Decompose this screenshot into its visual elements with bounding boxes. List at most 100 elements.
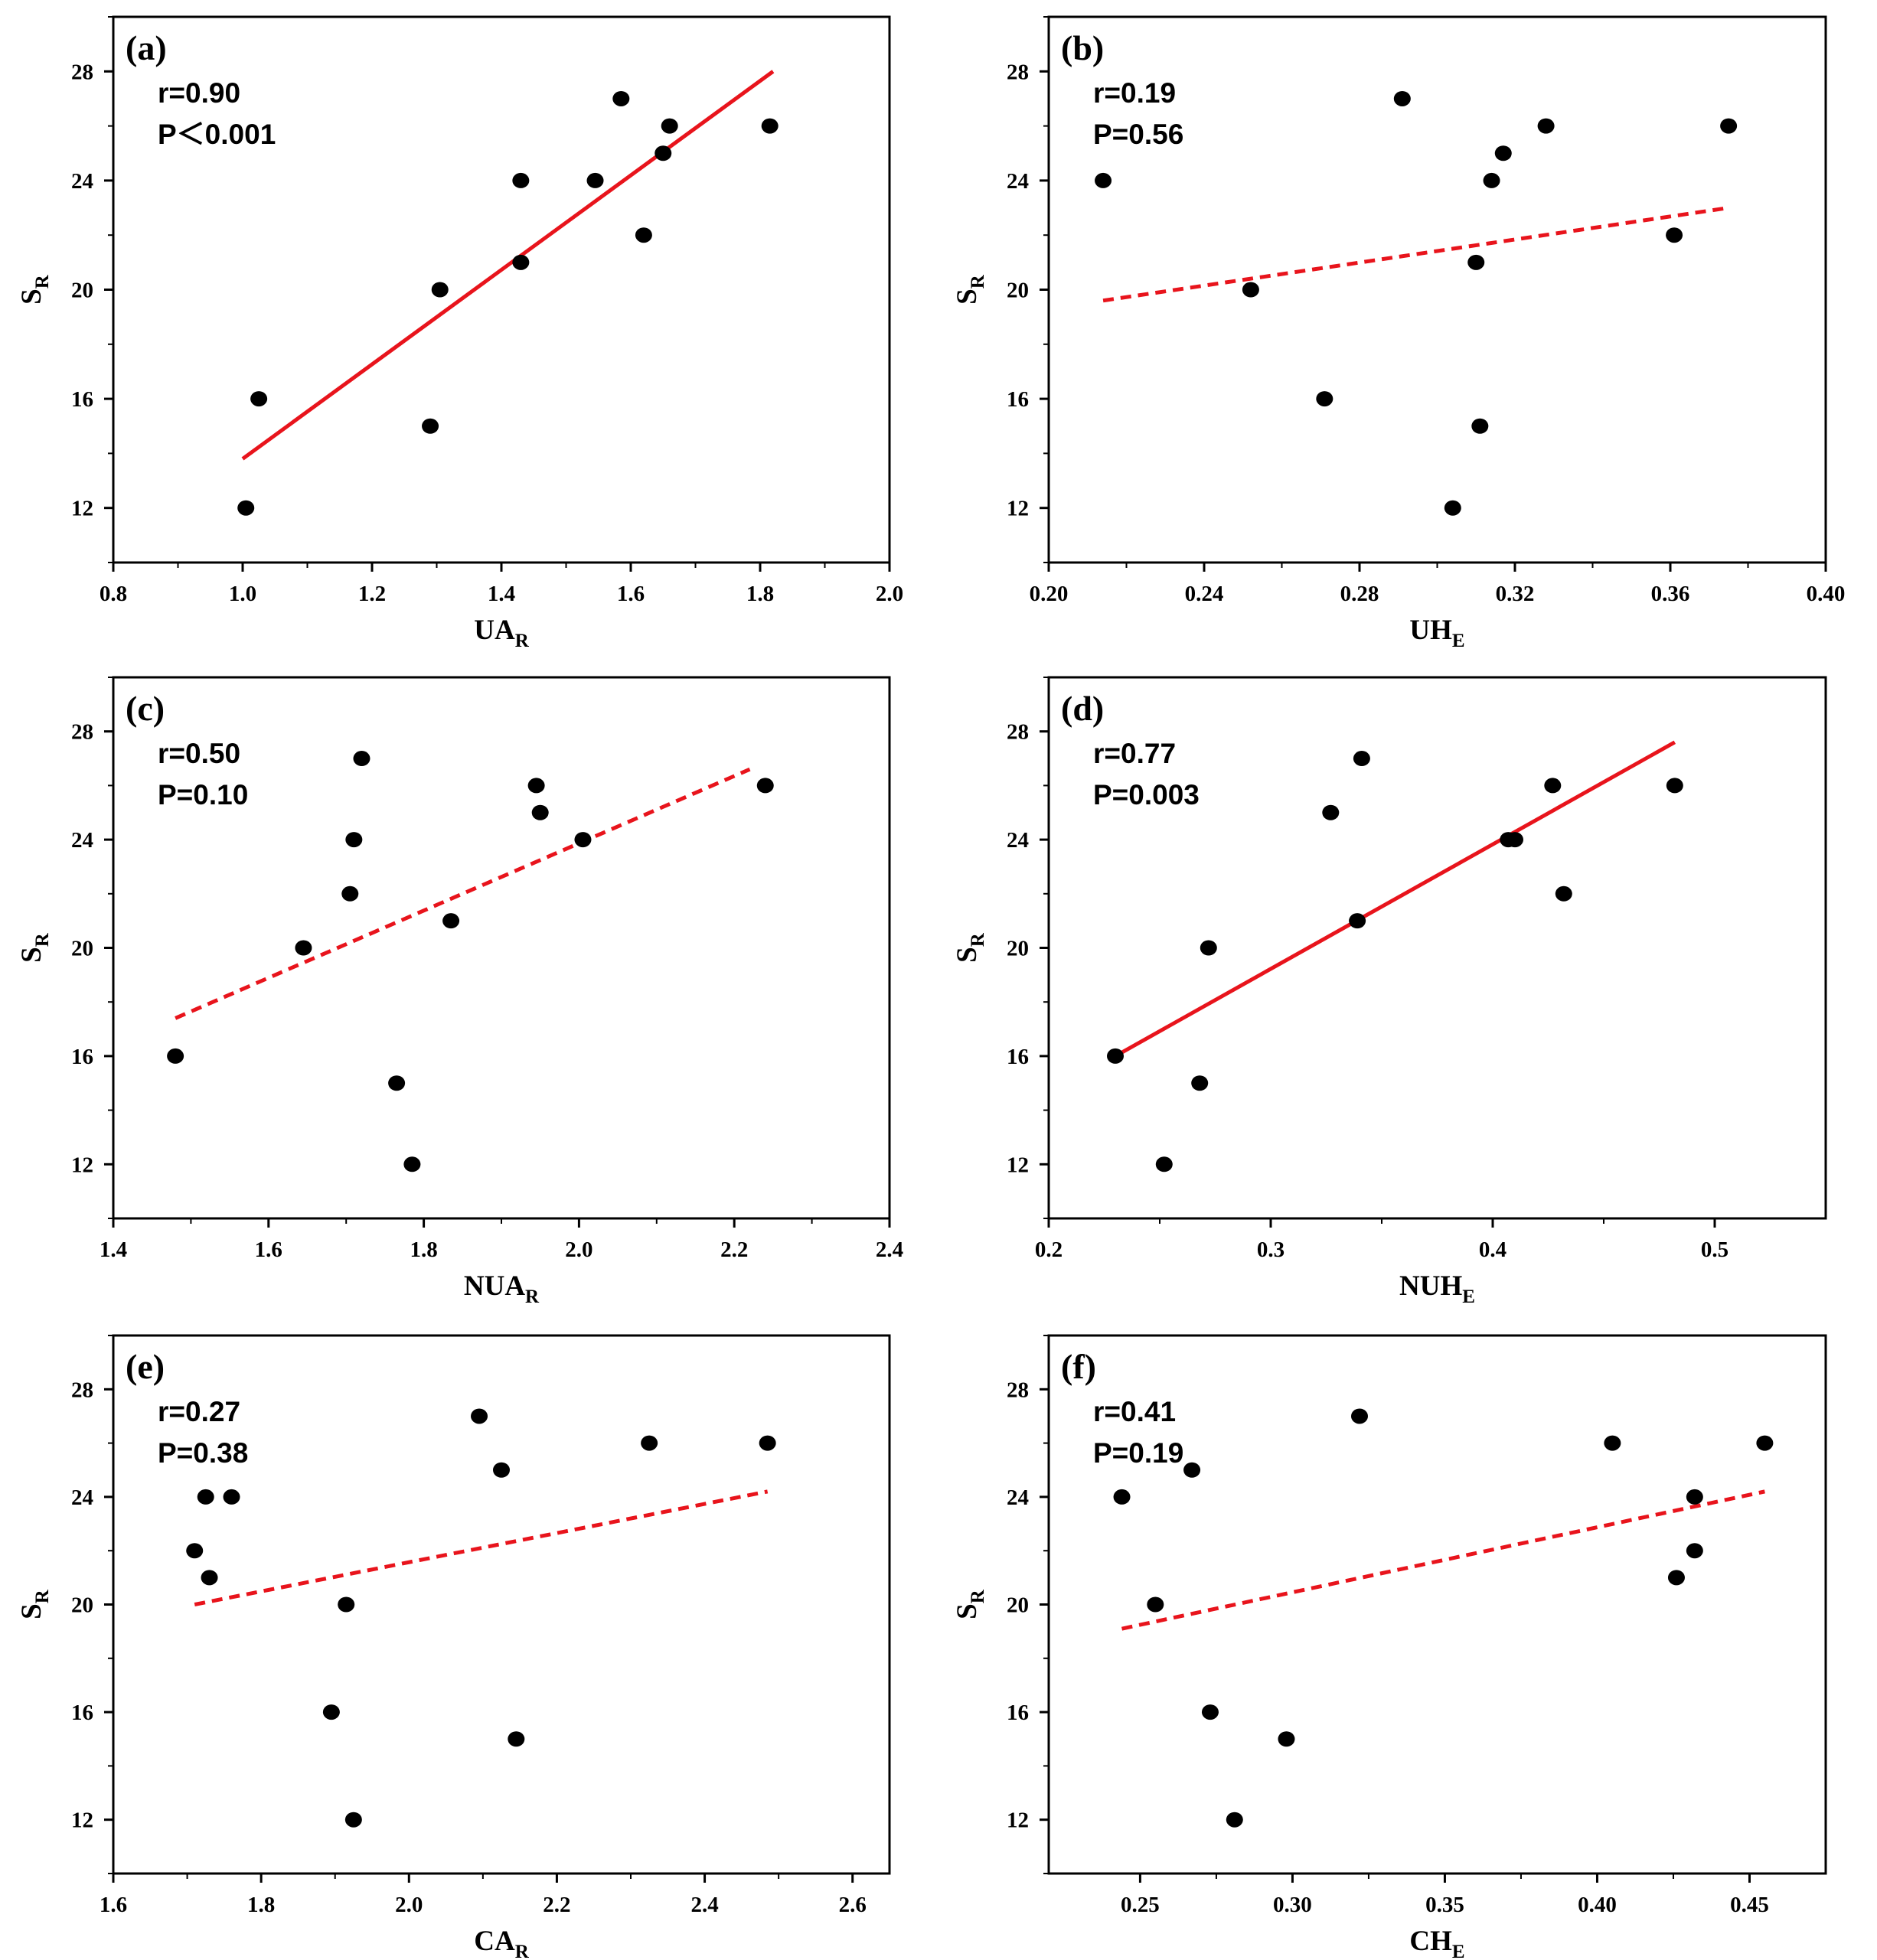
y-tick-label: 24 (1007, 169, 1029, 194)
y-tick-label: 16 (1007, 387, 1029, 412)
data-point (1686, 1543, 1703, 1559)
y-tick-label: 20 (1007, 937, 1029, 961)
fit-line (1121, 1489, 1765, 1631)
x-tick-label: 0.4 (1479, 1238, 1506, 1262)
y-tick-label: 20 (1007, 279, 1029, 303)
y-axis-title: SR (952, 1589, 988, 1619)
y-axis-title: SR (16, 1589, 53, 1619)
data-point (1242, 282, 1259, 298)
data-point (512, 172, 530, 188)
y-tick-label: 28 (71, 60, 93, 84)
y-axis-title: SR (952, 274, 988, 305)
data-point (250, 391, 268, 407)
x-tick-label: 1.6 (617, 582, 645, 606)
y-tick-label: 12 (71, 1808, 93, 1833)
data-point (388, 1075, 406, 1091)
data-point (295, 940, 312, 956)
x-tick-label: 0.5 (1701, 1238, 1728, 1262)
x-tick-label: 0.40 (1807, 582, 1846, 606)
data-point (531, 804, 549, 820)
y-tick-label: 20 (71, 279, 93, 303)
fit-line (175, 767, 751, 1020)
data-point (574, 832, 592, 848)
x-tick-label: 0.2 (1035, 1238, 1063, 1262)
x-axis-title: UHE (1409, 615, 1464, 651)
y-axis-title: SR (16, 932, 53, 963)
data-point (1113, 1489, 1131, 1505)
x-tick-label: 0.8 (100, 582, 127, 606)
data-point (353, 751, 371, 767)
data-point (1147, 1596, 1164, 1613)
x-tick-label: 0.32 (1496, 582, 1535, 606)
panel-d: 0.2 0.3 0.4 0.5 12 16 20 24 28 (d) r=0.77 P=0.003 NU… (952, 676, 1827, 1307)
data-point (1471, 418, 1489, 434)
data-point (1316, 391, 1333, 407)
data-point (661, 118, 678, 134)
data-point (186, 1543, 204, 1559)
x-tick-label: 1.0 (229, 582, 256, 606)
data-point (167, 1048, 184, 1064)
data-point (527, 778, 545, 794)
data-point (223, 1489, 240, 1505)
data-point (431, 282, 449, 298)
x-tick-label: 1.4 (488, 582, 515, 606)
x-tick-label: 0.3 (1257, 1238, 1285, 1262)
data-point (1183, 1462, 1201, 1478)
panel-e: 1.6 1.8 2.0 2.2 2.4 2.6 12 16 20 24 28 (e) r=0.27 P=0… (16, 1334, 891, 1960)
x-tick-label: 2.0 (876, 582, 903, 606)
y-tick-label: 20 (71, 1593, 93, 1618)
y-tick-label: 28 (1007, 1378, 1029, 1402)
x-tick-label: 1.6 (255, 1238, 282, 1262)
data-point (403, 1156, 421, 1172)
data-point (1444, 500, 1461, 516)
panel-label: (b) (1061, 28, 1104, 67)
x-axis-title: CHE (1409, 1926, 1464, 1960)
data-point (1666, 778, 1683, 794)
y-tick-label: 12 (71, 1153, 93, 1177)
y-tick-label: 16 (71, 1045, 93, 1069)
r-value: r=0.77 (1093, 738, 1176, 769)
y-tick-label: 28 (71, 1378, 93, 1402)
x-tick-label: 1.4 (100, 1238, 127, 1262)
data-point (1353, 751, 1370, 767)
y-tick-label: 24 (1007, 828, 1029, 853)
data-point (635, 227, 652, 243)
y-tick-label: 16 (1007, 1045, 1029, 1069)
y-tick-label: 12 (71, 497, 93, 521)
fit-line (241, 70, 775, 461)
fit-line (1114, 740, 1676, 1058)
data-point (1494, 145, 1512, 161)
panel-label: (e) (126, 1347, 165, 1386)
y-tick-label: 16 (71, 1701, 93, 1725)
data-point (338, 1596, 355, 1613)
p-value: P=0.38 (158, 1437, 248, 1469)
x-axis-title: NUAR (464, 1270, 540, 1307)
r-value: r=0.50 (158, 738, 240, 769)
data-point (322, 1704, 340, 1720)
data-point (1226, 1812, 1243, 1828)
y-tick-label: 28 (71, 720, 93, 745)
x-tick-label: 2.2 (720, 1238, 748, 1262)
data-point (471, 1408, 488, 1424)
y-tick-label: 24 (71, 1485, 93, 1510)
data-point (1667, 1570, 1685, 1586)
y-tick-label: 24 (71, 828, 93, 853)
r-value: r=0.19 (1093, 77, 1176, 109)
r-value: r=0.41 (1093, 1396, 1176, 1427)
data-point (1537, 118, 1555, 134)
data-point (1349, 913, 1366, 929)
data-point (237, 500, 255, 516)
p-value: P=0.19 (1093, 1437, 1183, 1469)
r-value: r=0.90 (158, 77, 240, 109)
panel-label: (a) (126, 28, 167, 67)
x-tick-label: 1.6 (100, 1893, 127, 1917)
data-point (641, 1435, 658, 1451)
x-tick-label: 1.8 (247, 1893, 275, 1917)
y-tick-label: 24 (1007, 1485, 1029, 1510)
panel-label: (f) (1061, 1347, 1096, 1386)
x-tick-label: 2.2 (543, 1893, 570, 1917)
data-point (1107, 1048, 1124, 1064)
data-point (1095, 172, 1112, 188)
x-tick-label: 0.20 (1030, 582, 1069, 606)
panel-label: (c) (126, 689, 165, 728)
